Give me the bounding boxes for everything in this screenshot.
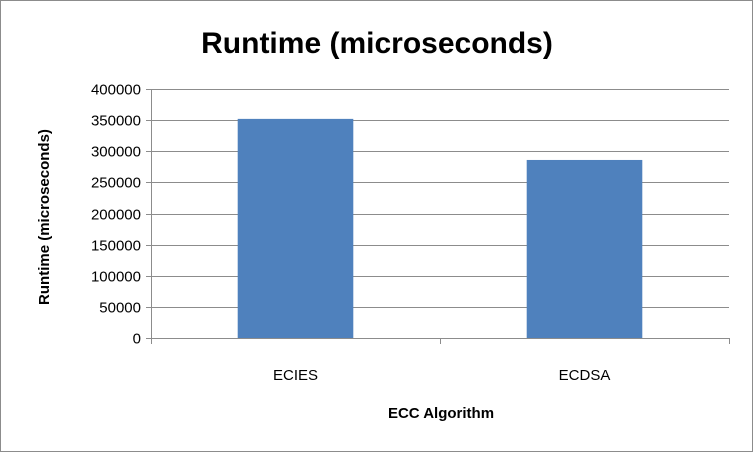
bar [237, 118, 354, 338]
y-tick-label: 300000 [91, 144, 141, 161]
bar [526, 159, 643, 338]
y-tick-label: 400000 [91, 82, 141, 99]
x-tick-label: ECDSA [559, 367, 611, 384]
chart-title: Runtime (microseconds) [201, 27, 553, 60]
bars [237, 118, 643, 338]
y-tick-label: 200000 [91, 207, 141, 224]
x-tick-label: ECIES [273, 367, 318, 384]
y-tick-label: 50000 [99, 300, 141, 317]
y-tick-label: 250000 [91, 175, 141, 192]
x-axis-label: ECC Algorithm [388, 405, 494, 422]
y-axis-label: Runtime (microseconds) [36, 129, 53, 305]
y-tick-label: 0 [133, 331, 141, 348]
y-tick-label: 350000 [91, 113, 141, 130]
x-axis-ticks: ECIES ECDSA [151, 338, 730, 384]
y-axis-ticks: 0 50000 100000 150000 200000 250000 300000 3500… [91, 82, 151, 348]
y-tick-label: 150000 [91, 238, 141, 255]
y-tick-label: 100000 [91, 269, 141, 286]
